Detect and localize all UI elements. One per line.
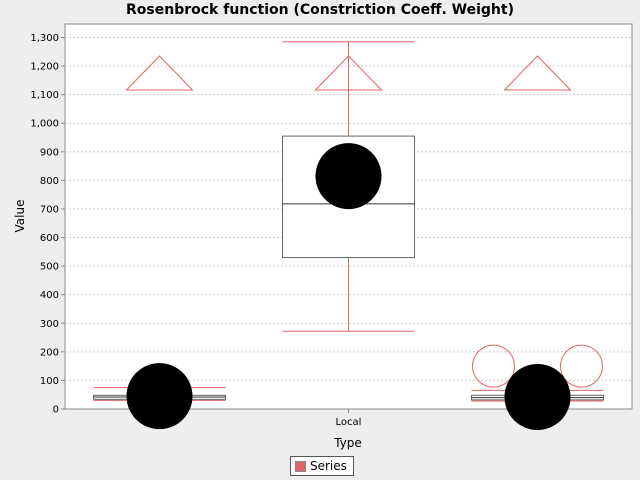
legend: Series (290, 456, 354, 476)
y-tick-label: 1,100 (30, 90, 59, 101)
y-tick-label: 0 (53, 405, 59, 416)
y-tick-label: 100 (40, 376, 59, 387)
y-tick-label: 700 (40, 204, 59, 215)
x-axis: GlobalLocalFocal (144, 409, 550, 428)
y-tick-label: 600 (40, 233, 59, 244)
y-tick-label: 1,200 (30, 62, 59, 73)
y-tick-label: 300 (40, 319, 59, 330)
mean-marker (126, 363, 193, 430)
y-axis-title: Value (13, 200, 27, 233)
x-axis-title: Type (333, 436, 362, 450)
box-focal (471, 55, 604, 430)
y-tick-label: 1,300 (30, 33, 59, 44)
far-out-marker (314, 55, 383, 91)
mean-marker (504, 363, 571, 430)
outlier-point (560, 344, 603, 388)
legend-label: Series (310, 459, 347, 473)
y-tick-label: 500 (40, 262, 59, 273)
y-tick-label: 400 (40, 290, 59, 301)
far-out-marker (503, 55, 572, 91)
box-global (93, 55, 226, 430)
box-local (282, 41, 415, 332)
far-out-marker (125, 55, 194, 91)
outlier-point (472, 344, 515, 388)
y-tick-label: 1,000 (30, 119, 59, 130)
y-tick-label: 900 (40, 147, 59, 158)
legend-swatch (295, 460, 306, 472)
mean-marker (315, 143, 382, 210)
x-tick-label: Local (336, 417, 362, 428)
chart-title: Rosenbrock function (Constriction Coeff.… (126, 2, 514, 18)
y-tick-label: 800 (40, 176, 59, 187)
box-series (93, 41, 604, 430)
y-axis: 0 100 200 300 400 500 600 700 800 900 1,000 1,100 1,… (30, 33, 65, 416)
y-tick-label: 200 (40, 347, 59, 358)
